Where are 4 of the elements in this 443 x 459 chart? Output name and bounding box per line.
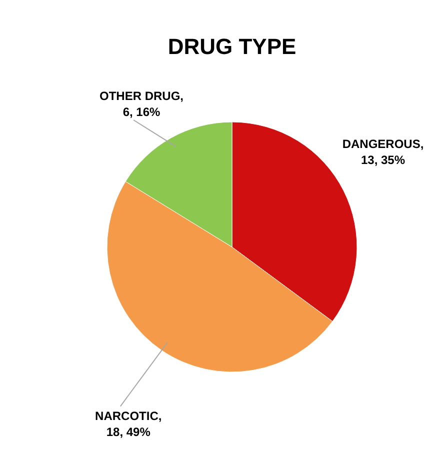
chart-title: DRUG TYPE [168,34,296,59]
slice-label: NARCOTIC, 18, 49% [94,408,163,440]
slice-label: OTHER DRUG, 6, 16% [98,88,185,120]
slice-label: DANGEROUS, 13, 35% [341,136,425,168]
